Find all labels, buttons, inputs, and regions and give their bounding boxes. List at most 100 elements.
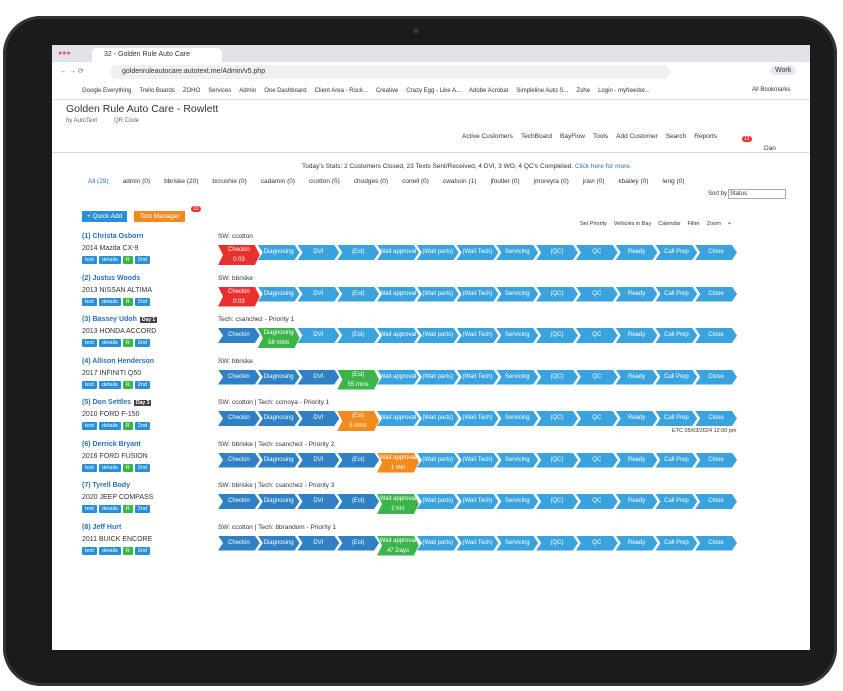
stage[interactable]: Call Prep (655, 328, 698, 343)
row-button[interactable]: text (82, 380, 97, 389)
row-button[interactable]: text (82, 339, 97, 347)
row-button[interactable]: details (98, 505, 121, 513)
row-button[interactable]: text (82, 546, 97, 555)
row-button[interactable]: details (98, 380, 121, 389)
stage[interactable]: Close (695, 411, 737, 426)
bookmark[interactable]: One Dashboard (264, 88, 307, 94)
stage[interactable]: (QC) (536, 369, 578, 385)
profile[interactable]: Work (770, 66, 797, 75)
stats-link[interactable]: Click here for more. (574, 163, 632, 170)
stage[interactable]: Diagnosing (257, 245, 300, 260)
toolbar-item[interactable]: + (727, 221, 732, 227)
row-button[interactable]: text (82, 463, 97, 472)
stage[interactable]: (Est) (337, 535, 380, 551)
stage[interactable]: Checkin 0:03 (218, 245, 260, 265)
stage[interactable]: Close (695, 452, 737, 468)
stage[interactable]: Diagnosing (257, 286, 300, 302)
stage[interactable]: Servicing (496, 411, 539, 426)
stage[interactable]: QC (575, 535, 618, 551)
row-button[interactable]: details (98, 463, 121, 472)
stage[interactable]: Servicing (496, 286, 539, 302)
row-button[interactable]: R (122, 505, 133, 513)
bookmark[interactable]: Login - myfreedor... (598, 88, 650, 94)
stage[interactable]: QC (575, 286, 618, 302)
filter-tab[interactable]: conell (0) (402, 178, 429, 185)
row-button[interactable]: details (98, 422, 121, 430)
stage[interactable]: Ready (615, 328, 658, 343)
stage[interactable]: Call Prep (655, 452, 698, 468)
stage[interactable]: Diagnosing (257, 494, 300, 509)
stage[interactable]: Ready (615, 369, 658, 385)
name-text[interactable]: (7) Tyrell Body (82, 482, 131, 489)
stage[interactable]: (Est) 5 mins (337, 411, 380, 431)
stage[interactable]: (Wait parts) (416, 369, 459, 385)
toolbar-item[interactable]: Filter (687, 221, 700, 227)
stage[interactable]: Wait approval (377, 245, 419, 260)
stage[interactable]: (Est) (337, 286, 380, 302)
stage[interactable]: Checkin 0:03 (218, 286, 260, 307)
stage[interactable]: Close (695, 494, 737, 509)
row-button[interactable]: details (98, 546, 121, 555)
stage[interactable]: Diagnosing (257, 452, 300, 468)
stage[interactable]: Diagnosing (257, 369, 300, 385)
row-button[interactable]: 2nd (134, 422, 150, 430)
filter-tab[interactable]: ccotton (5) (309, 178, 340, 185)
stage[interactable]: Call Prep (655, 286, 698, 302)
stage[interactable]: (Wait Tech) (456, 369, 499, 385)
stage[interactable]: (QC) (536, 535, 578, 551)
stage[interactable]: Ready (615, 286, 658, 302)
stage[interactable]: (Wait Tech) (456, 411, 499, 426)
row-button[interactable]: R (122, 422, 133, 430)
nav-link[interactable]: BayFlow (560, 133, 585, 140)
filter-tab[interactable]: bcrushie (0) (212, 178, 247, 185)
stage[interactable]: Checkin (218, 494, 260, 509)
stage[interactable]: (Wait Tech) (456, 452, 499, 468)
bookmark[interactable]: Client Area - Rock... (314, 88, 368, 94)
stage[interactable]: QC (575, 328, 618, 343)
row-button[interactable]: R (122, 256, 133, 264)
filter-tab[interactable]: cwatson (1) (442, 178, 477, 185)
name-text[interactable]: (6) Derrick Bryant (82, 440, 141, 448)
toolbar-item[interactable]: Calendar (658, 221, 681, 227)
row-button[interactable]: R (122, 297, 133, 306)
stage[interactable]: DVI (297, 452, 340, 468)
stage[interactable]: DVI (297, 369, 340, 385)
stage[interactable]: Checkin (218, 328, 260, 343)
filter-tab[interactable]: cadamin (0) (260, 178, 296, 185)
text-manager[interactable]: Text Manager (134, 211, 186, 222)
stage[interactable]: QC (575, 494, 618, 509)
row-button[interactable]: R (122, 339, 133, 347)
stage[interactable]: Ready (615, 245, 658, 260)
stage[interactable]: Call Prep (655, 411, 698, 426)
stage[interactable]: Checkin (218, 369, 260, 385)
stage[interactable]: (QC) (536, 494, 578, 509)
stage[interactable]: Wait approval (377, 286, 419, 302)
stage[interactable]: Servicing (496, 328, 539, 343)
stage[interactable]: Checkin (218, 411, 260, 426)
stage[interactable]: (Est) 55 mins (337, 369, 380, 390)
name-text[interactable]: (8) Jeff Hurt (82, 523, 122, 531)
stage[interactable]: (QC) (536, 411, 578, 426)
filter-tab[interactable]: jmoreyra (0) (533, 178, 569, 185)
row-button[interactable]: text (82, 256, 97, 264)
stage[interactable]: Servicing (496, 494, 539, 509)
stage[interactable]: Servicing (496, 535, 539, 551)
bookmark[interactable]: Adobe Acrobat (469, 88, 509, 94)
stage[interactable]: Wait approval (377, 411, 419, 426)
quick-add[interactable]: + Quick Add (82, 211, 128, 222)
stage[interactable]: (Wait parts) (416, 535, 459, 551)
row-button[interactable]: details (98, 256, 121, 264)
customer-name[interactable]: (7) Tyrell Body (82, 482, 130, 489)
tab[interactable]: 32 - Golden Rule Auto Care (92, 48, 222, 62)
toolbar-item[interactable]: Vehicles in Bay (613, 221, 652, 227)
stage[interactable]: Wait approval 1 min (377, 452, 419, 473)
stage[interactable]: (Wait parts) (416, 245, 459, 260)
row-button[interactable]: 2nd (134, 380, 150, 389)
bookmark[interactable]: Services (208, 88, 232, 94)
nav-link[interactable]: Tools (592, 133, 609, 140)
bookmark[interactable]: Simpleline Auto S... (516, 88, 569, 94)
stage[interactable]: (Wait parts) (416, 452, 459, 468)
stage[interactable]: DVI (297, 535, 340, 551)
stage[interactable]: Ready (615, 452, 658, 468)
nav-link[interactable]: Active Customers (462, 133, 513, 140)
